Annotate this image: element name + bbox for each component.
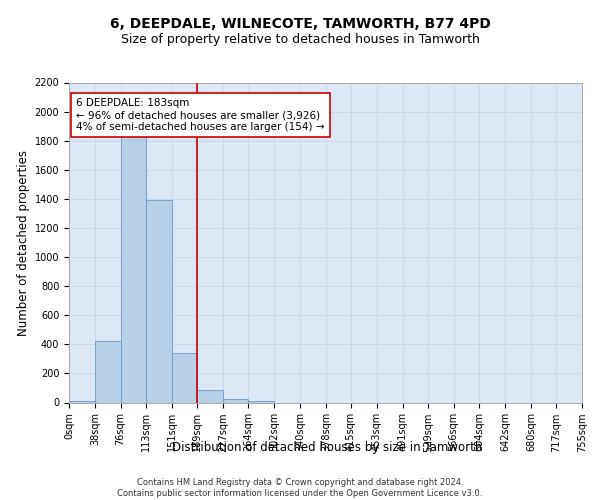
Bar [121,136,146,402]
Y-axis label: Number of detached properties: Number of detached properties [17,150,31,336]
Bar [146,200,172,402]
Bar [172,353,197,403]
Text: Distribution of detached houses by size in Tamworth: Distribution of detached houses by size … [172,441,482,454]
Bar [248,401,274,402]
Text: 6, DEEPDALE, WILNECOTE, TAMWORTH, B77 4PD: 6, DEEPDALE, WILNECOTE, TAMWORTH, B77 4P… [110,18,490,32]
Bar [95,342,121,402]
Text: Contains HM Land Registry data © Crown copyright and database right 2024.
Contai: Contains HM Land Registry data © Crown c… [118,478,482,498]
Text: Size of property relative to detached houses in Tamworth: Size of property relative to detached ho… [121,32,479,46]
Bar [69,401,95,402]
Bar [197,390,223,402]
Bar [223,399,248,402]
Text: 6 DEEPDALE: 183sqm
← 96% of detached houses are smaller (3,926)
4% of semi-detac: 6 DEEPDALE: 183sqm ← 96% of detached hou… [76,98,324,132]
